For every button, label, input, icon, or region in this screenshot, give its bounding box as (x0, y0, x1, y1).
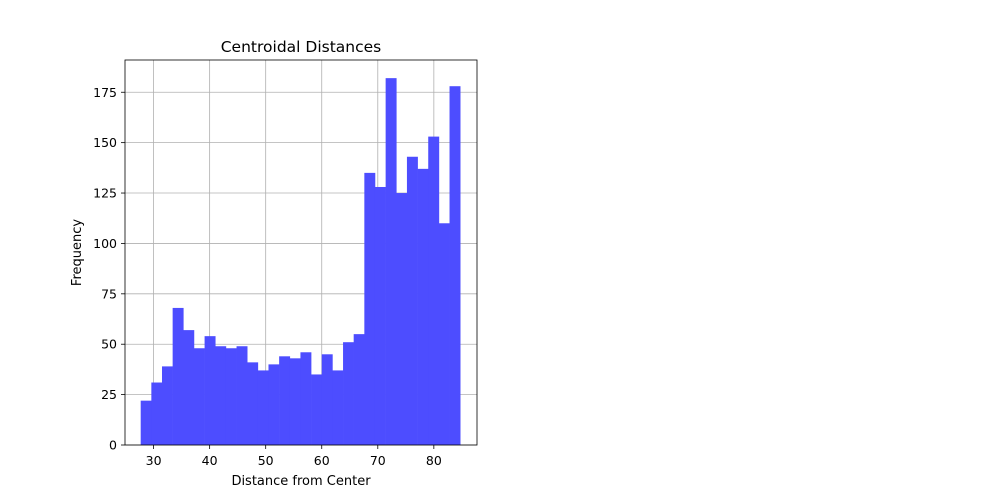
histogram-bar (449, 86, 461, 445)
histogram-bar (385, 78, 397, 445)
histogram-bar (268, 364, 280, 445)
x-axis-label: Distance from Center (231, 474, 371, 489)
y-tick-label: 75 (101, 286, 117, 301)
histogram-bar (406, 156, 418, 446)
histogram-bar (417, 168, 429, 445)
y-tick-label: 25 (101, 387, 117, 402)
histogram-bar (300, 352, 312, 445)
histogram-bar (183, 330, 195, 445)
x-tick-label: 60 (314, 453, 330, 468)
histogram-bar (140, 400, 152, 445)
histogram-bar (332, 370, 344, 445)
y-tick-label: 50 (101, 337, 117, 352)
histogram-bar (257, 370, 269, 445)
histogram-bar (438, 223, 450, 445)
histogram-bar (151, 382, 163, 445)
histogram-bar (396, 193, 408, 445)
ticks-layer: 30 40 50 60 70 80 0 25 50 75 100 125 150 175 (93, 85, 442, 468)
y-tick-label: 100 (93, 236, 117, 251)
histogram-bar (204, 336, 216, 445)
x-tick-label: 80 (426, 453, 442, 468)
x-tick-label: 50 (258, 453, 274, 468)
chart-title: Centroidal Distances (221, 38, 382, 56)
bars-layer (140, 78, 461, 446)
histogram-bar (172, 307, 184, 445)
y-tick-label: 0 (109, 438, 117, 453)
histogram-bar (364, 172, 376, 445)
histogram-bar (215, 346, 227, 445)
histogram-bar (311, 374, 323, 445)
histogram-bar (247, 362, 259, 445)
histogram-bar (321, 354, 333, 445)
x-tick-label: 40 (202, 453, 218, 468)
y-tick-label: 175 (93, 85, 117, 100)
histogram-bar (225, 348, 237, 445)
x-tick-label: 70 (370, 453, 386, 468)
histogram-bar (343, 342, 354, 445)
histogram-bar (374, 186, 386, 445)
histogram-bar (236, 346, 248, 445)
x-tick-label: 30 (146, 453, 162, 468)
y-axis-label: Frequency (70, 219, 85, 286)
histogram-bar (289, 358, 301, 445)
y-tick-label: 125 (93, 186, 117, 201)
histogram-bar (428, 136, 440, 445)
histogram-bar (193, 348, 205, 445)
histogram-bar (279, 356, 291, 445)
histogram-bar (353, 334, 365, 445)
y-tick-label: 150 (93, 135, 117, 150)
plot-frame (124, 59, 478, 446)
histogram-bar (161, 366, 173, 445)
